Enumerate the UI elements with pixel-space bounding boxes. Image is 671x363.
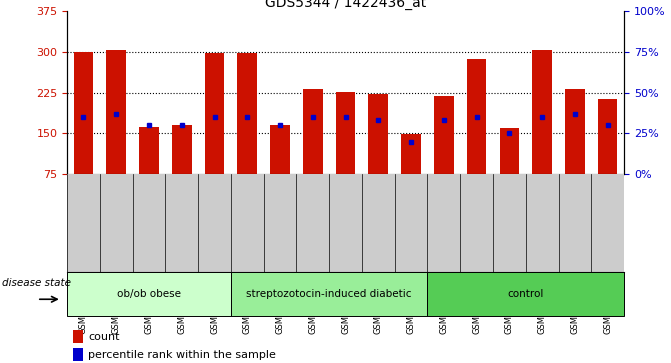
- Bar: [72, 348, 83, 361]
- Bar: [532, 50, 552, 174]
- Title: GDS5344 / 1422436_at: GDS5344 / 1422436_at: [265, 0, 426, 10]
- Bar: [434, 96, 454, 174]
- Bar: [467, 59, 486, 174]
- Bar: [107, 50, 126, 174]
- Bar: [205, 53, 224, 174]
- Text: count: count: [89, 331, 119, 342]
- Bar: [270, 125, 290, 174]
- Text: disease state: disease state: [2, 278, 71, 288]
- Bar: [336, 92, 356, 174]
- Bar: [74, 52, 93, 174]
- FancyBboxPatch shape: [231, 272, 427, 316]
- Text: percentile rank within the sample: percentile rank within the sample: [89, 350, 276, 360]
- FancyBboxPatch shape: [427, 272, 624, 316]
- Bar: [598, 99, 617, 174]
- Text: ob/ob obese: ob/ob obese: [117, 289, 181, 299]
- Text: streptozotocin-induced diabetic: streptozotocin-induced diabetic: [246, 289, 412, 299]
- Bar: [238, 53, 257, 174]
- Bar: [565, 89, 584, 174]
- Bar: [401, 134, 421, 174]
- Text: control: control: [507, 289, 544, 299]
- Bar: [72, 330, 83, 343]
- Bar: [139, 127, 159, 174]
- FancyBboxPatch shape: [67, 272, 231, 316]
- Bar: [303, 89, 323, 174]
- Bar: [499, 128, 519, 174]
- Bar: [172, 125, 192, 174]
- Bar: [368, 94, 388, 174]
